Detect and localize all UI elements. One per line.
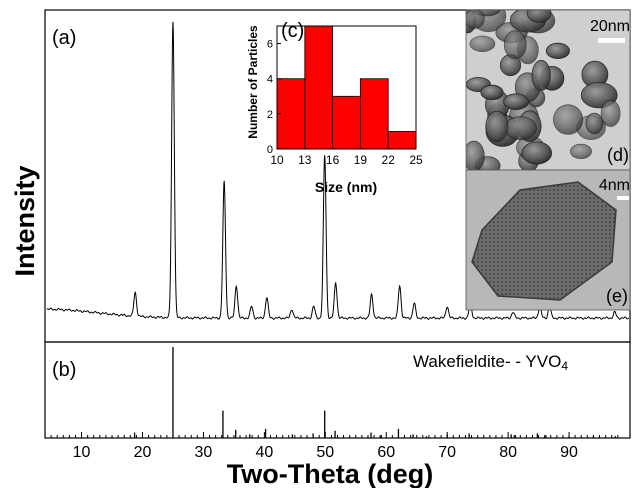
x-tick-label: 40 xyxy=(255,444,273,461)
nanoparticle xyxy=(570,143,593,159)
nanoparticle xyxy=(503,30,527,60)
nanoparticle xyxy=(526,10,552,23)
nanoparticle xyxy=(466,140,485,170)
nanoparticle xyxy=(521,141,553,165)
histogram-y-tick-label: 4 xyxy=(267,74,273,86)
x-axis-ticks: 10 20 30 40 50 60 70 80 90 xyxy=(50,432,619,461)
x-tick-label: 30 xyxy=(195,444,213,461)
histogram-frame xyxy=(276,25,417,150)
nanoparticle-grains xyxy=(466,10,621,170)
histogram-bar xyxy=(387,131,417,150)
histogram-x-tick-label: 25 xyxy=(409,153,423,167)
histogram-y-tick-label: 0 xyxy=(267,144,273,156)
x-tick-label: 10 xyxy=(73,444,91,461)
histogram-x-tick-label: 22 xyxy=(382,153,396,167)
histogram-x-tick-label: 16 xyxy=(326,153,340,167)
histogram-y-label: Number of Particles xyxy=(246,25,260,139)
inset-label-d: (d) xyxy=(607,145,629,165)
reference-label: Wakefieldite- - YVO4 xyxy=(413,352,568,373)
scale-text-d: 20nm xyxy=(590,18,630,35)
inset-label-e: (e) xyxy=(606,286,628,306)
panel-label-a: (a) xyxy=(52,27,76,49)
x-tick-label: 90 xyxy=(560,444,578,461)
nanoparticle xyxy=(469,35,496,53)
nanoparticle xyxy=(503,93,529,110)
histogram-x-tick-label: 10 xyxy=(270,153,284,167)
panel-label-c: (c) xyxy=(281,20,304,42)
x-axis-label: Two-Theta (deg) xyxy=(227,459,433,488)
panel-label-b: (b) xyxy=(52,359,76,381)
scale-text-e: 4nm xyxy=(599,177,630,194)
histogram-y-tick-label: 2 xyxy=(267,109,273,121)
x-tick-label: 20 xyxy=(134,444,152,461)
nanoparticle xyxy=(504,116,537,141)
histogram-bar xyxy=(332,95,361,150)
xrd-curve xyxy=(46,21,629,320)
histogram-bar xyxy=(359,78,389,150)
nanoparticle xyxy=(545,42,570,60)
x-tick-label: 60 xyxy=(377,444,395,461)
nanoparticle xyxy=(466,10,485,29)
tem-inset-d xyxy=(466,10,630,170)
histogram-bar xyxy=(276,78,306,150)
size-histogram: 0 2 4 6 10 13 16 19 22 25 xyxy=(267,25,423,167)
nanoparticle xyxy=(480,84,504,101)
nanoparticle xyxy=(600,99,621,127)
xrd-pattern xyxy=(46,21,629,320)
histogram-x-tick-label: 13 xyxy=(298,153,312,167)
histogram-x-tick-label: 19 xyxy=(354,153,368,167)
histogram-bar xyxy=(304,25,333,150)
y-axis-label: Intensity xyxy=(10,165,40,276)
nanoparticle xyxy=(531,59,551,91)
scale-bar-d xyxy=(598,38,625,43)
hrtem-inset-e-border xyxy=(465,169,631,311)
histogram-x-label: Size (nm) xyxy=(315,179,377,195)
nanoparticle xyxy=(485,110,509,143)
x-tick-label: 70 xyxy=(438,444,456,461)
scale-bar-e xyxy=(617,196,629,200)
nanoparticle xyxy=(585,112,604,135)
hrtem-inset-e xyxy=(466,170,630,310)
histogram-y-tick-label: 6 xyxy=(267,39,273,51)
x-tick-label: 80 xyxy=(499,444,517,461)
nanoparticle xyxy=(553,104,584,135)
x-tick-label: 50 xyxy=(316,444,334,461)
